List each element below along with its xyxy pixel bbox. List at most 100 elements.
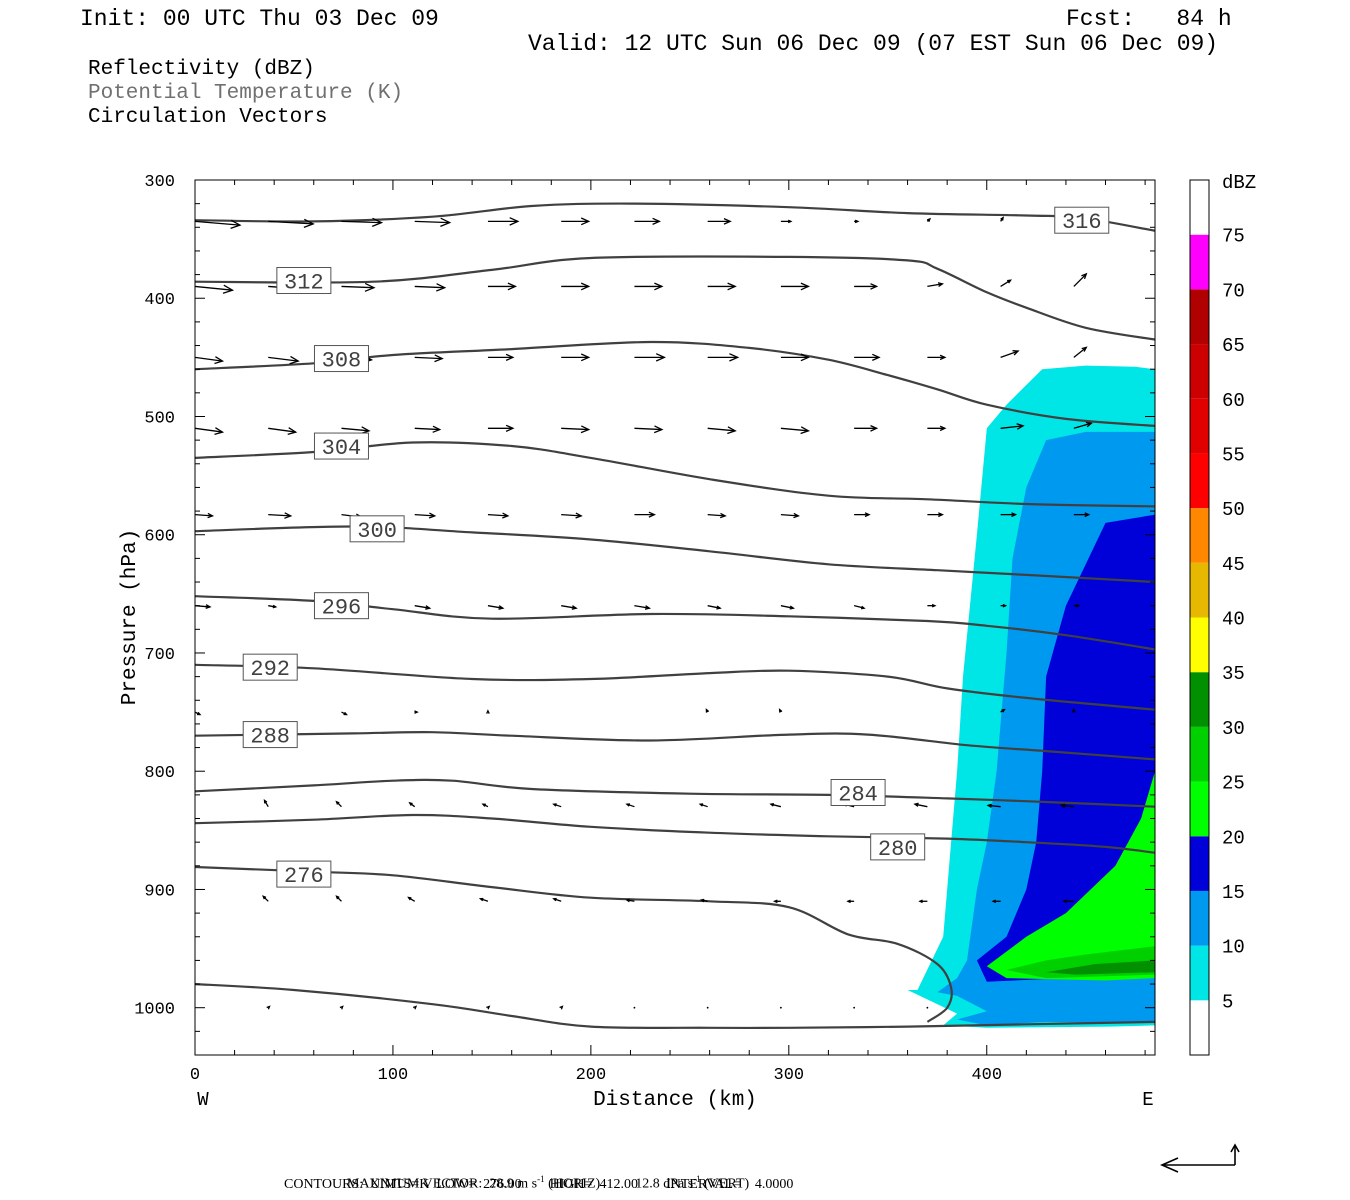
- colorbar-segment: [1190, 180, 1209, 235]
- circulation-vector: [1073, 421, 1093, 429]
- vector-head: [1016, 423, 1025, 430]
- forecast-hour: Fcst: 84 h: [1066, 6, 1232, 32]
- vector-head: [719, 512, 727, 519]
- contour-label-text: 284: [838, 783, 878, 808]
- circulation-vector: [1000, 423, 1025, 430]
- circulation-vector: [341, 282, 376, 292]
- vector-head: [1000, 216, 1004, 221]
- circulation-vector: [414, 354, 444, 363]
- vector-head: [505, 353, 515, 361]
- plot-frame: [194, 179, 1156, 1056]
- circulation-vector: [552, 803, 562, 808]
- vector-head: [625, 803, 630, 807]
- circulation-vector: [561, 217, 591, 226]
- vector-shaft: [195, 285, 233, 291]
- circulation-vector: [1073, 272, 1088, 287]
- colorbar-label: 70: [1222, 280, 1245, 302]
- vector-dot: [853, 1006, 856, 1009]
- circulation-vector: [1072, 708, 1076, 713]
- contour-label-box: [242, 653, 298, 681]
- x-tick-label: 0: [190, 1066, 200, 1085]
- vector-head: [937, 282, 944, 287]
- vector-head: [1075, 603, 1081, 608]
- circulation-vector: [634, 605, 651, 610]
- vector-head: [860, 605, 866, 610]
- colorbar-segment: [1190, 890, 1209, 946]
- x-axis-title: Distance (km): [593, 1089, 757, 1112]
- circulation-vector: [414, 605, 432, 610]
- vector-head: [926, 217, 932, 222]
- colorbar-label: 55: [1222, 444, 1245, 466]
- vector-shaft: [195, 513, 213, 517]
- circulation-vector: [487, 282, 517, 291]
- circulation-vector: [769, 803, 782, 808]
- circulation-vector: [561, 512, 583, 519]
- circulation-vector: [478, 897, 489, 902]
- vector-dot: [779, 1006, 782, 1009]
- vector-head: [580, 217, 591, 226]
- vector-head: [552, 897, 557, 902]
- vector-head: [1007, 279, 1012, 284]
- circulation-vector: [698, 803, 708, 808]
- vector-head: [625, 898, 630, 903]
- x-axis-west: W: [197, 1089, 209, 1111]
- circulation-vector: [846, 899, 855, 904]
- circulation-vector: [634, 217, 661, 225]
- circulation-vector: [780, 605, 795, 610]
- circulation-vector: [854, 283, 879, 290]
- reflectivity-fill: [907, 365, 1155, 1028]
- contour-label-308: 308: [313, 345, 369, 374]
- vector-shaft: [414, 285, 445, 289]
- circulation-vector: [780, 426, 810, 435]
- colorbar-label: 20: [1222, 827, 1245, 849]
- contour-label-text: 316: [1062, 210, 1102, 235]
- colorbar-label: 15: [1222, 882, 1245, 904]
- x-tick-label: 300: [774, 1066, 805, 1085]
- vector-head: [207, 512, 215, 519]
- circulation-vector: [780, 512, 800, 519]
- vector-head: [787, 219, 793, 224]
- circulation-vector: [268, 218, 315, 229]
- y-tick-label: 900: [144, 882, 175, 901]
- vector-shaft: [341, 427, 370, 432]
- colorbar-segment: [1190, 453, 1209, 509]
- vector-shaft: [1073, 346, 1087, 358]
- circulation-vector: [707, 512, 727, 519]
- circulation-vector: [625, 898, 635, 903]
- vector-shaft: [634, 605, 650, 609]
- circulation-vector: [486, 709, 490, 714]
- legend-vector-arrow: [1160, 1143, 1240, 1173]
- contour-label-316: 316: [1054, 206, 1110, 235]
- vector-head: [412, 1005, 418, 1010]
- colorbar-segment: [1190, 617, 1209, 673]
- circulation-vector: [481, 803, 489, 808]
- vector-head: [272, 604, 278, 609]
- contour-label-text: 288: [250, 725, 290, 750]
- circulation-vector: [1073, 603, 1081, 608]
- circulation-vector: [634, 425, 664, 434]
- contour-label-284: 284: [830, 779, 886, 808]
- vector-head: [1081, 272, 1088, 280]
- circulation-vector: [561, 282, 591, 291]
- reflectivity-15-dbz: [976, 514, 1155, 982]
- vector-shaft: [414, 605, 430, 609]
- vector-head: [575, 512, 583, 519]
- vector-head: [364, 282, 376, 292]
- circulation-vector: [195, 284, 235, 294]
- vector-head: [478, 897, 484, 902]
- vector-shaft: [1000, 425, 1024, 429]
- vector-head: [652, 217, 661, 225]
- vector-head: [727, 282, 737, 291]
- colorbar: 5 10 15 20 25 30 35 40 45 50 55 60 65 70 75: [1189, 179, 1245, 1056]
- vector-head: [205, 604, 212, 610]
- vector-head: [705, 708, 710, 713]
- contour-label-text: 276: [284, 864, 324, 889]
- vector-head: [434, 354, 444, 363]
- circulation-vector: [414, 425, 442, 433]
- colorbar-label: 65: [1222, 335, 1245, 357]
- y-tick-label: 800: [144, 764, 175, 783]
- contour-label-box: [242, 721, 298, 749]
- y-tick-label: 1000: [134, 1001, 175, 1020]
- contour-label-text: 296: [322, 596, 362, 621]
- circulation-vector: [854, 219, 860, 224]
